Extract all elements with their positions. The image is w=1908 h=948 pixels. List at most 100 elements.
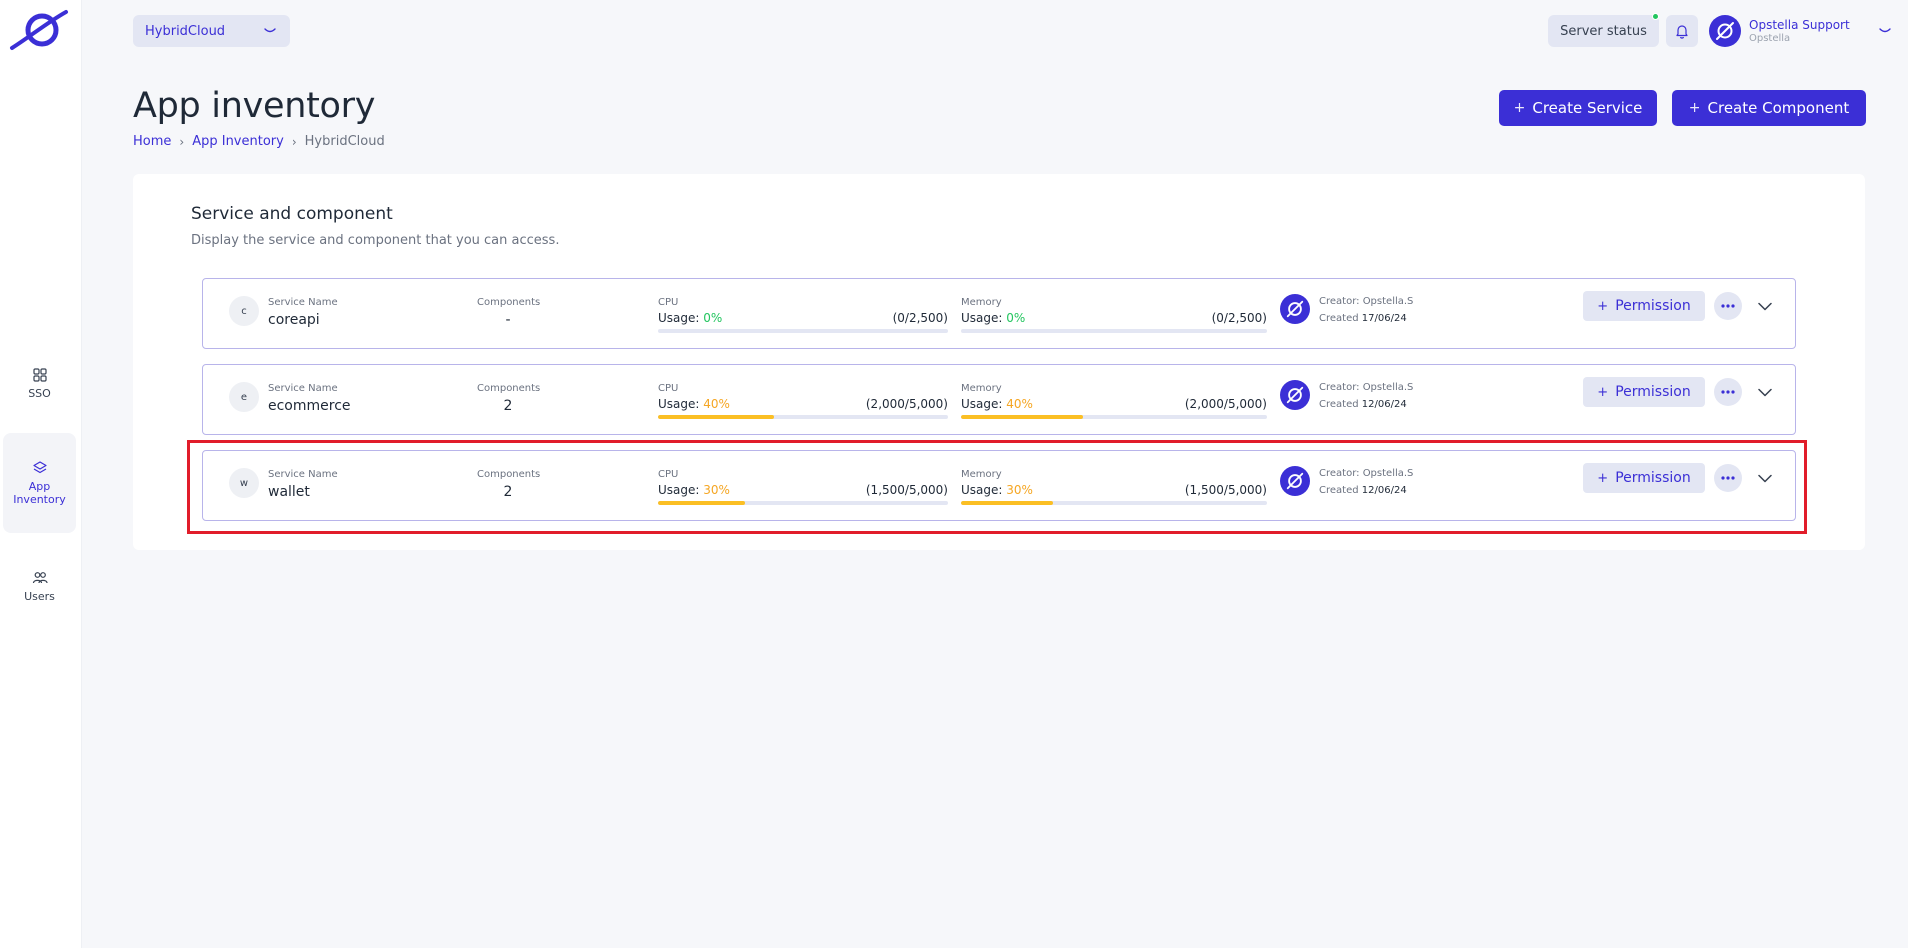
components-label: Components (477, 383, 541, 394)
cloud-selector[interactable]: HybridCloud (133, 15, 290, 47)
usage-prefix: Usage: (961, 483, 1003, 497)
chevron-down-icon (1879, 28, 1891, 33)
notifications-button[interactable] (1666, 15, 1698, 47)
user-name: Opstella Support (1749, 17, 1850, 32)
creator-avatar (1280, 466, 1310, 496)
components-count: 2 (503, 484, 513, 500)
expand-row-button[interactable] (1755, 468, 1775, 488)
breadcrumb: Home › App Inventory › HybridCloud (133, 134, 385, 149)
service-name-label: Service Name (268, 383, 338, 394)
opstella-logo-icon (1716, 22, 1734, 40)
cloud-selector-value: HybridCloud (145, 23, 226, 39)
memory-usage: Usage: 40% (961, 397, 1033, 411)
service-initial: e (229, 382, 259, 412)
cpu-usage-ratio: (2,000/5,000) (865, 397, 948, 411)
service-initial: w (229, 468, 259, 498)
permission-label: Permission (1615, 470, 1691, 486)
creator-name: Opstella.S (1362, 468, 1414, 479)
opstella-logo-icon (1286, 472, 1304, 490)
page-title: App inventory (133, 86, 376, 126)
creator: Creator: Opstella.S (1319, 468, 1413, 479)
memory-usage-bar-fill (961, 415, 1084, 419)
memory-usage-percent: 0% (1006, 311, 1026, 325)
creator-prefix: Creator: (1319, 468, 1360, 479)
memory-label: Memory (961, 469, 1002, 480)
breadcrumb-separator-icon: › (291, 134, 297, 149)
ellipsis-icon (1721, 390, 1735, 394)
usage-prefix: Usage: (658, 397, 700, 411)
memory-usage-bar-fill (961, 501, 1053, 505)
memory-label: Memory (961, 297, 1002, 308)
memory-usage-percent: 40% (1006, 397, 1033, 411)
service-row[interactable]: c Service Name coreapi Components - CPU … (202, 278, 1796, 349)
creator: Creator: Opstella.S (1319, 296, 1413, 307)
service-row[interactable]: e Service Name ecommerce Components 2 CP… (202, 364, 1796, 435)
server-status-label: Server status (1560, 23, 1647, 39)
memory-usage-ratio: (2,000/5,000) (1184, 397, 1267, 411)
avatar (1709, 15, 1741, 47)
created-value: 12/06/24 (1361, 399, 1407, 410)
sidebar-item-label: Users (24, 589, 55, 603)
chevron-down-icon (1758, 302, 1772, 310)
service-row[interactable]: w Service Name wallet Components 2 CPU U… (202, 450, 1796, 521)
more-options-button[interactable] (1714, 292, 1742, 320)
cpu-usage-percent: 0% (703, 311, 723, 325)
cpu-label: CPU (658, 383, 679, 394)
usage-prefix: Usage: (961, 397, 1003, 411)
components-count: 2 (503, 398, 513, 414)
cpu-usage-bar (658, 501, 948, 505)
sidebar-item-label: App Inventory (13, 480, 66, 506)
permission-button[interactable]: + Permission (1583, 463, 1705, 493)
server-status-button[interactable]: Server status (1548, 15, 1659, 47)
create-component-button[interactable]: + Create Component (1672, 90, 1866, 126)
creator-avatar (1280, 294, 1310, 324)
creator-name: Opstella.S (1362, 382, 1414, 393)
cpu-usage-bar (658, 415, 948, 419)
create-service-label: Create Service (1532, 99, 1643, 117)
users-icon (32, 571, 48, 583)
more-options-button[interactable] (1714, 464, 1742, 492)
service-name-label: Service Name (268, 297, 338, 308)
expand-row-button[interactable] (1755, 382, 1775, 402)
memory-usage: Usage: 0% (961, 311, 1025, 325)
cpu-usage: Usage: 40% (658, 397, 730, 411)
created-date: Created 12/06/24 (1319, 399, 1407, 410)
creator-prefix: Creator: (1319, 296, 1360, 307)
memory-usage-bar (961, 501, 1267, 505)
breadcrumb-app-inventory[interactable]: App Inventory (192, 134, 284, 149)
opstella-logo[interactable] (8, 8, 70, 52)
cpu-usage: Usage: 0% (658, 311, 722, 325)
usage-prefix: Usage: (961, 311, 1003, 325)
creator-avatar (1280, 380, 1310, 410)
memory-usage: Usage: 30% (961, 483, 1033, 497)
sidebar-item-sso[interactable]: SSO (3, 358, 76, 408)
service-name-label: Service Name (268, 469, 338, 480)
memory-usage-ratio: (1,500/5,000) (1184, 483, 1267, 497)
plus-icon: + (1513, 100, 1526, 116)
usage-prefix: Usage: (658, 483, 700, 497)
service-initial: c (229, 296, 259, 326)
section-title: Service and component (191, 204, 393, 224)
created-prefix: Created (1319, 313, 1359, 324)
user-menu[interactable]: Opstella Support Opstella (1709, 14, 1891, 48)
create-service-button[interactable]: + Create Service (1499, 90, 1657, 126)
more-options-button[interactable] (1714, 378, 1742, 406)
permission-button[interactable]: + Permission (1583, 291, 1705, 321)
expand-row-button[interactable] (1755, 296, 1775, 316)
cpu-usage-ratio: (1,500/5,000) (865, 483, 948, 497)
grid-icon (32, 367, 47, 382)
creator-prefix: Creator: (1319, 382, 1360, 393)
sidebar-item-app-inventory[interactable]: App Inventory (3, 433, 76, 533)
sidebar: SSO App Inventory Users (0, 0, 82, 948)
memory-usage-bar (961, 329, 1267, 333)
components-count: - (505, 312, 511, 328)
breadcrumb-home[interactable]: Home (133, 134, 172, 149)
plus-icon: + (1597, 384, 1609, 400)
permission-button[interactable]: + Permission (1583, 377, 1705, 407)
sidebar-item-users[interactable]: Users (3, 561, 76, 611)
bell-icon (1676, 25, 1688, 39)
cpu-usage-bar (658, 329, 948, 333)
permission-label: Permission (1615, 384, 1691, 400)
layers-icon (32, 461, 47, 474)
permission-label: Permission (1615, 298, 1691, 314)
